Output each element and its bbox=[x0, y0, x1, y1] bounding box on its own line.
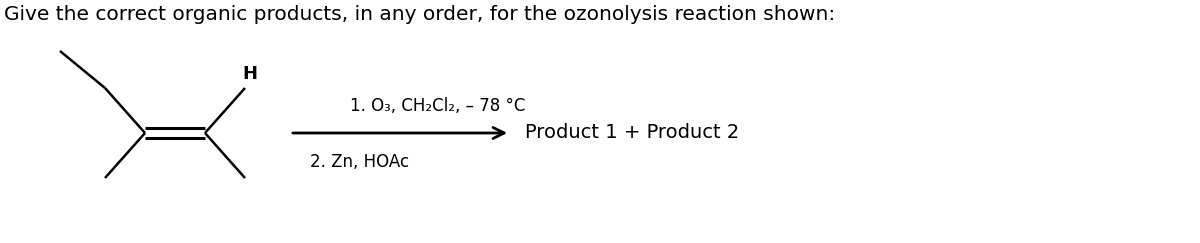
Text: 2. Zn, HOAc: 2. Zn, HOAc bbox=[310, 153, 409, 171]
Text: 1. O₃, CH₂Cl₂, – 78 °C: 1. O₃, CH₂Cl₂, – 78 °C bbox=[350, 97, 526, 115]
Text: Product 1 + Product 2: Product 1 + Product 2 bbox=[526, 123, 739, 142]
Text: Give the correct organic products, in any order, for the ozonolysis reaction sho: Give the correct organic products, in an… bbox=[4, 5, 835, 24]
Text: H: H bbox=[242, 65, 258, 83]
